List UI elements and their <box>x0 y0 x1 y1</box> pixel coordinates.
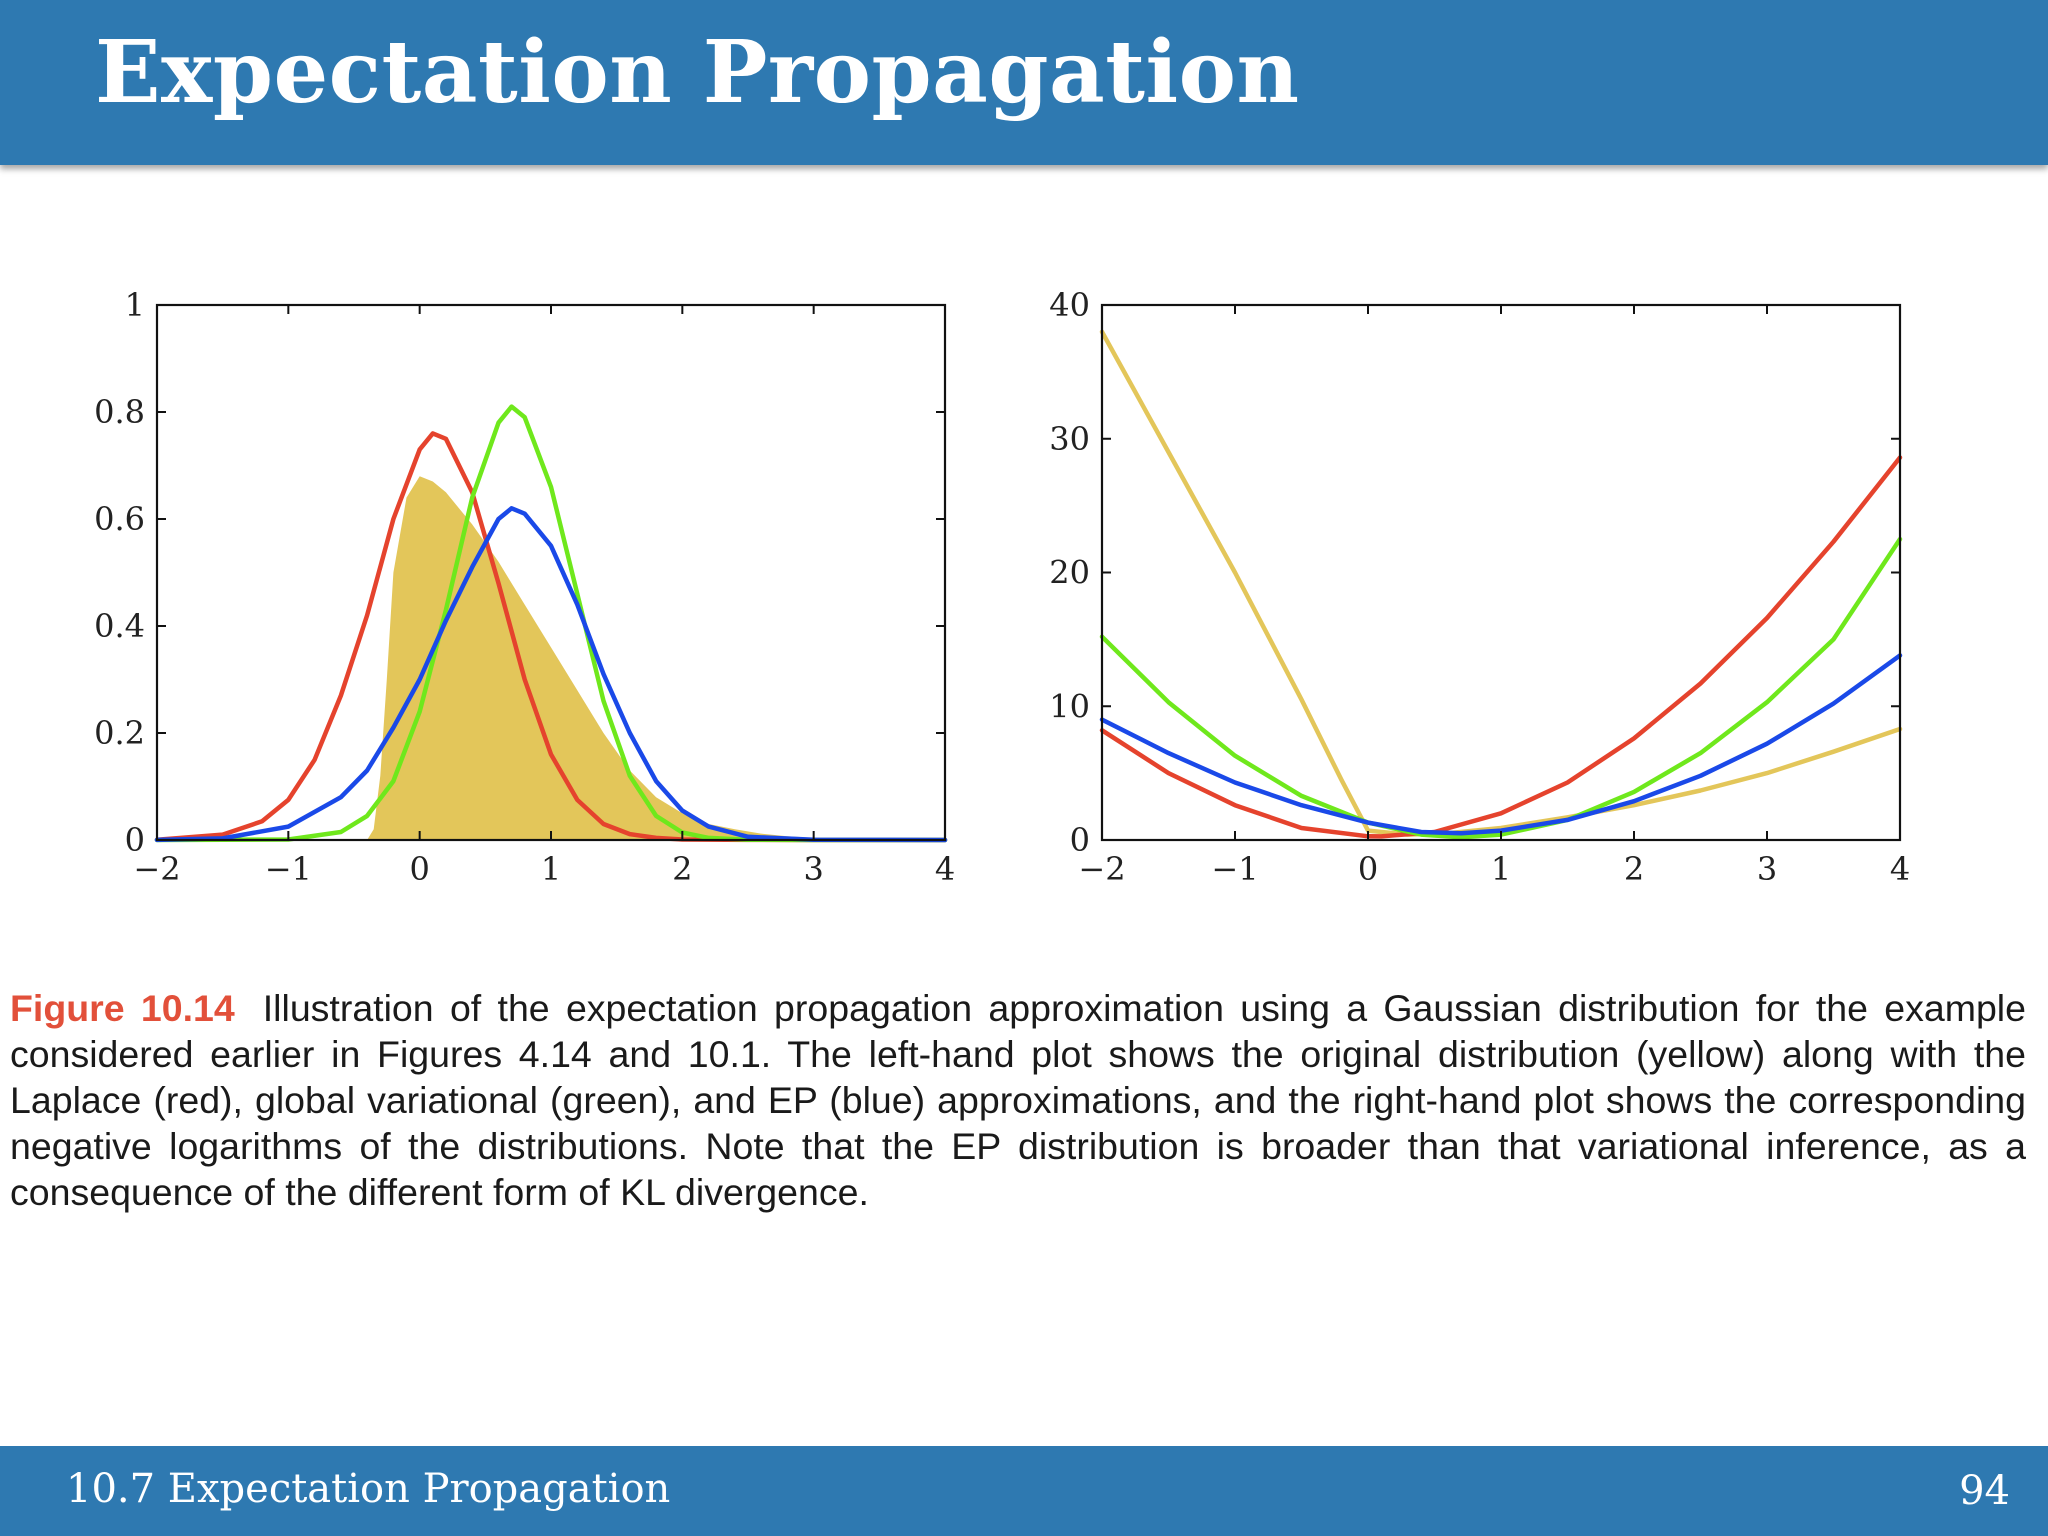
plot-frame <box>1100 303 1902 842</box>
y-tick-label: 0.8 <box>94 393 145 431</box>
series-3-line <box>154 506 948 843</box>
x-tick-label: −1 <box>1211 850 1258 888</box>
slide-header: Expectation Propagation <box>0 0 2048 165</box>
x-tick-label: 2 <box>1624 850 1644 888</box>
x-tick-label: 4 <box>935 850 955 888</box>
y-tick-label: 20 <box>1049 554 1090 592</box>
series-2-line <box>154 404 948 843</box>
series-0-area <box>157 476 945 840</box>
y-tick-label: 40 <box>1049 286 1090 324</box>
series-2-line <box>1099 536 1903 840</box>
y-tick-label: 30 <box>1049 420 1090 458</box>
footer-section: 10.7 Expectation Propagation <box>66 1466 671 1512</box>
series-3-line <box>1099 653 1903 836</box>
x-tick-label: −2 <box>133 850 180 888</box>
y-tick-label: 1 <box>125 286 145 324</box>
caption-text: Illustration of the expectation propagat… <box>10 987 2026 1213</box>
x-tick-label: 3 <box>1757 850 1777 888</box>
slide-title: Expectation Propagation <box>95 22 1300 123</box>
x-tick-label: 0 <box>1358 850 1378 888</box>
x-tick-label: −1 <box>265 850 312 888</box>
x-tick-label: −2 <box>1078 850 1125 888</box>
left-plot: −2 −1 0 1 2 3 4 0 0.2 0.4 0.6 0.8 1 <box>94 286 955 888</box>
y-tick-label: 0.6 <box>94 500 145 538</box>
y-tick-label: 0 <box>125 821 145 859</box>
series-1-line <box>1099 455 1903 839</box>
figure: −2 −1 0 1 2 3 400.20.40.60.81 −2 −1 0 1 2 3 40102030… <box>94 286 1910 888</box>
figure-label: Figure 10.14 <box>10 987 235 1029</box>
y-tick-label: 0.2 <box>94 714 145 752</box>
figure-caption: Figure 10.14 Illustration of the expectat… <box>10 985 2026 1215</box>
y-tick-label: 0 <box>1070 821 1090 859</box>
x-tick-label: 1 <box>1491 850 1511 888</box>
x-tick-label: 4 <box>1890 850 1910 888</box>
x-tick-label: 3 <box>803 850 823 888</box>
x-tick-label: 0 <box>409 850 429 888</box>
y-tick-label: 10 <box>1049 687 1090 725</box>
slide-footer: 10.7 Expectation Propagation 94 <box>0 1446 2048 1536</box>
x-tick-label: 2 <box>672 850 692 888</box>
series-0-line <box>1099 329 1903 837</box>
page-number: 94 <box>1959 1468 2010 1514</box>
x-tick-label: 1 <box>541 850 561 888</box>
y-tick-label: 0.4 <box>94 607 145 645</box>
